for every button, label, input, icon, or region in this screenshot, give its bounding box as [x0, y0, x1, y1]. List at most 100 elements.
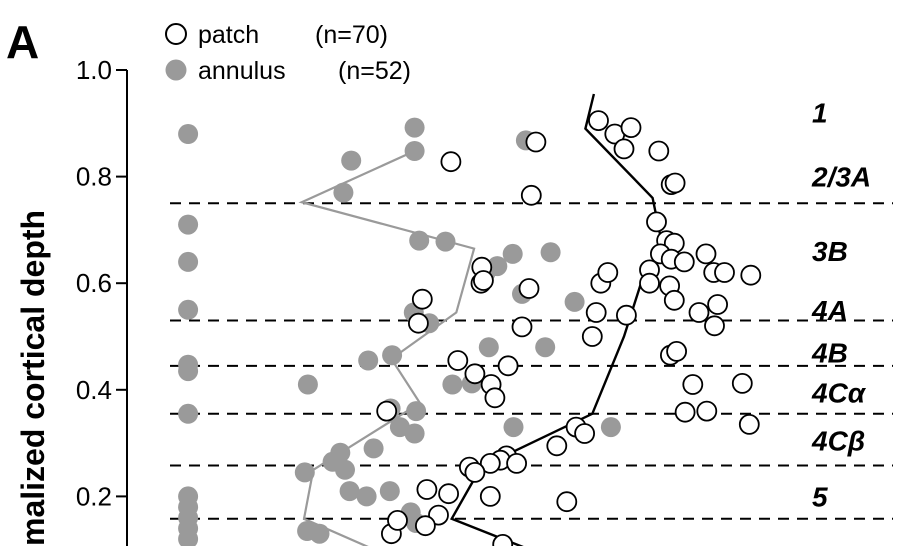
patch-point	[663, 289, 685, 311]
annulus-point	[178, 361, 199, 382]
annulus-point	[297, 374, 318, 395]
panel-label: A	[6, 16, 39, 68]
annulus-point	[178, 251, 199, 272]
layer-label: 2/3A	[811, 162, 871, 193]
annulus-point	[339, 481, 360, 502]
annulus-point	[442, 374, 463, 395]
layer-label: 4Cβ	[811, 425, 865, 456]
patch-point	[585, 302, 607, 323]
legend-patch-count: (n=70)	[315, 21, 388, 49]
annulus-point	[379, 481, 400, 502]
annulus-point	[358, 350, 379, 371]
patch-point	[376, 400, 398, 422]
legend-patch-label: patch	[198, 21, 259, 49]
y-tick-label: 0.6	[76, 268, 112, 298]
patch-point	[464, 363, 486, 385]
annulus-point	[178, 214, 199, 235]
patch-point	[574, 423, 595, 444]
layer-label: 1	[812, 98, 828, 129]
patch-point	[682, 374, 704, 395]
annulus-point	[404, 117, 425, 138]
annulus-point	[540, 242, 561, 263]
layer-label: 4Cα	[811, 377, 867, 408]
annulus-point	[382, 345, 403, 366]
annulus-point	[409, 230, 430, 251]
patch-point	[674, 401, 696, 423]
patch-point	[648, 140, 670, 162]
patch-point	[479, 452, 501, 474]
annulus-point	[335, 459, 355, 480]
layer-boundaries	[170, 202, 893, 520]
patch-point	[707, 294, 728, 315]
layer-label: 5	[812, 481, 828, 512]
patch-point	[639, 272, 660, 294]
patch-points	[376, 110, 762, 546]
layer-labels: 1 2/3A 3B 4A 4B 4Cα 4Cβ 5	[811, 98, 871, 513]
legend-annulus-label: annulus	[198, 57, 286, 85]
patch-point	[597, 262, 619, 283]
patch-point	[714, 262, 735, 283]
patch-point	[464, 461, 486, 483]
annulus-point	[535, 337, 556, 358]
patch-point	[387, 510, 408, 531]
annulus-point	[564, 291, 585, 312]
patch-point	[414, 515, 436, 537]
annulus-point	[503, 417, 524, 438]
annulus-point	[178, 124, 199, 144]
patch-point	[506, 452, 527, 474]
patch-point	[479, 485, 501, 507]
patch-point	[738, 413, 760, 435]
patch-point	[740, 264, 762, 286]
legend: patch (n=70) annulus (n=52)	[165, 21, 411, 85]
layer-label: 3B	[812, 236, 848, 267]
y-axis-title: malized cortical depth	[15, 210, 51, 546]
annulus-point	[297, 521, 318, 541]
annulus-point	[406, 401, 427, 422]
patch-point	[620, 117, 642, 138]
annulus-point	[363, 438, 384, 459]
patch-point	[688, 302, 710, 323]
y-tick-label: 0.4	[76, 375, 112, 405]
legend-patch-marker-icon	[165, 23, 187, 45]
y-tick-label: 0.8	[76, 162, 112, 192]
patch-point	[646, 211, 667, 233]
annulus-point	[502, 243, 523, 264]
annulus-point	[435, 231, 456, 252]
patch-point	[666, 340, 687, 362]
y-tick-label: 1.0	[76, 55, 112, 85]
patch-point	[731, 372, 753, 394]
patch-point	[447, 350, 469, 371]
annulus-point	[404, 141, 425, 161]
patch-point	[673, 251, 695, 273]
patch-point	[613, 138, 635, 160]
patch-point	[472, 270, 494, 291]
patch-point	[664, 172, 686, 194]
patch-point	[525, 131, 547, 153]
patch-point	[511, 316, 533, 338]
legend-annulus-count: (n=52)	[338, 57, 411, 85]
patch-point	[556, 491, 578, 513]
patch-point	[518, 278, 540, 299]
y-tick-label: 0.2	[76, 481, 112, 511]
patch-point	[411, 288, 433, 310]
patch-point	[520, 184, 542, 206]
patch-point	[416, 479, 438, 500]
annulus-point	[600, 417, 621, 438]
patch-point	[616, 304, 637, 326]
layer-label: 4B	[811, 337, 848, 368]
patch-point	[704, 315, 725, 337]
annulus-point	[356, 486, 377, 507]
annulus-point	[178, 529, 199, 546]
y-ticks: 1.0 0.8 0.6 0.4 0.2	[76, 55, 127, 511]
annulus-point	[333, 182, 354, 203]
patch-point	[581, 326, 603, 347]
layer-label: 4A	[811, 295, 848, 326]
annulus-point	[341, 150, 362, 171]
patch-point	[695, 243, 717, 265]
annulus-point	[478, 337, 499, 358]
patch-point	[696, 400, 718, 422]
annulus-point	[404, 423, 425, 444]
annulus-point	[294, 462, 315, 483]
patch-point	[492, 534, 514, 546]
